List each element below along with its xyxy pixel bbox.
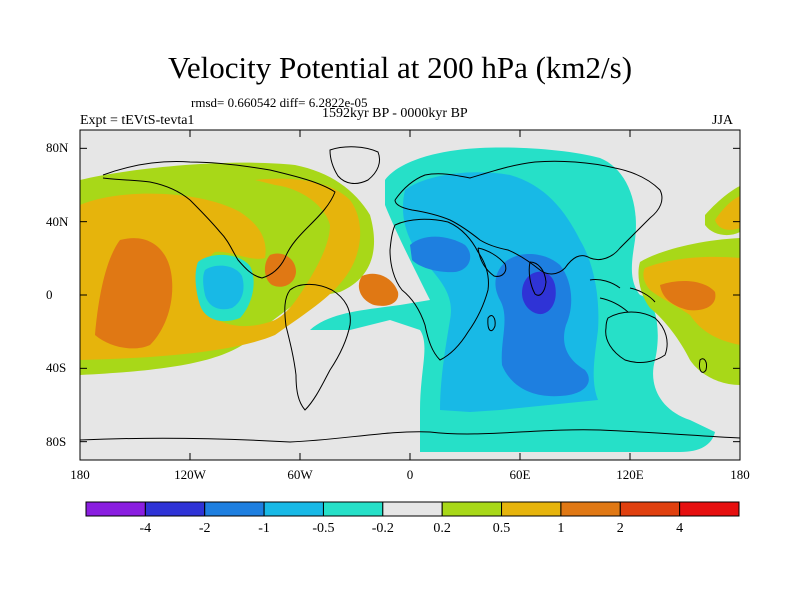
colorbar-swatch <box>441 501 503 517</box>
contour-fill-2 <box>358 273 399 306</box>
rmsd-diff-stats: rmsd= 0.660542 diff= 6.2822e-05 <box>191 95 368 110</box>
coastline-antarctica <box>80 429 740 443</box>
colorbar-label: -4 <box>139 521 152 536</box>
y-tick-label: 40N <box>46 213 69 229</box>
x-tick-label: 180 <box>70 467 90 482</box>
coastline-africa <box>389 218 489 361</box>
axis-ticks <box>79 130 741 460</box>
coastlines <box>80 146 740 443</box>
coastline-madagascar <box>487 315 496 332</box>
contour-fill-neg-1 <box>495 254 589 397</box>
coastline-se-asia-islands <box>589 279 656 313</box>
colorbar-swatch <box>560 501 621 517</box>
colorbar-swatch <box>619 501 681 517</box>
coastline-india <box>528 261 547 296</box>
x-tick-label: 180 <box>730 467 750 482</box>
x-tick-label: 60W <box>287 467 313 482</box>
colorbar-swatch <box>85 501 146 517</box>
coastline-new-zealand <box>699 358 707 373</box>
colorbar-label: 2 <box>616 521 624 536</box>
y-tick-label: 40S <box>46 360 67 376</box>
colorbar-label: -1 <box>258 521 270 536</box>
colorbar-swatch <box>679 501 740 517</box>
season-label: JJA <box>712 113 734 128</box>
contour-fill-neg-0.5 <box>203 265 244 310</box>
colorbar-swatch <box>204 501 265 517</box>
contour-fill-2 <box>660 280 716 311</box>
coastline-north-america <box>102 161 336 279</box>
period-label: 1592kyr BP - 0000kyr BP <box>322 106 468 121</box>
y-tick-label: 80N <box>46 140 69 156</box>
contour-fill-2 <box>95 238 173 349</box>
colorbar-swatch <box>322 501 384 517</box>
colorbar <box>85 501 740 517</box>
coastline-europe-asia <box>394 160 663 275</box>
x-tick-label: 120E <box>616 467 644 482</box>
colorbar-swatch <box>144 501 206 517</box>
colorbar-swatch <box>382 501 443 517</box>
map-title: Velocity Potential at 200 hPa (km2/s) <box>167 50 633 85</box>
colorbar-label: -0.2 <box>371 521 394 536</box>
coastline-arabia <box>477 247 507 277</box>
y-tick-label: 0 <box>46 287 53 302</box>
contour-fill-neg-1 <box>410 236 471 273</box>
experiment-label: Expt = tEVtS-tevta1 <box>80 113 195 128</box>
colorbar-label: 4 <box>676 521 684 536</box>
colorbar-label: 0.5 <box>492 521 511 536</box>
colorbar-label: 0.2 <box>433 521 451 536</box>
coastline-australia <box>605 311 668 363</box>
contour-field <box>80 130 740 460</box>
coastline-greenland <box>329 146 381 184</box>
colorbar-swatch <box>501 501 562 517</box>
x-tick-label: 0 <box>406 467 414 482</box>
contour-fill-2 <box>264 253 296 287</box>
x-tick-label: 60E <box>509 467 531 482</box>
colorbar-label: 1 <box>557 521 565 536</box>
coastline-south-america <box>284 283 351 411</box>
colorbar-swatch <box>263 501 324 517</box>
colorbar-label: -0.5 <box>312 521 335 536</box>
y-tick-label: 80S <box>46 433 67 449</box>
x-tick-label: 120W <box>174 467 206 482</box>
colorbar-label: -2 <box>198 521 211 536</box>
